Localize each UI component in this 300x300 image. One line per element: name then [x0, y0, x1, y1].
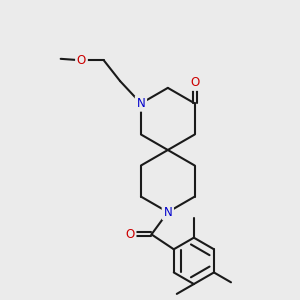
Text: N: N [136, 97, 145, 110]
Text: N: N [164, 206, 172, 219]
Text: O: O [125, 228, 135, 241]
Text: O: O [77, 54, 86, 67]
Text: O: O [190, 76, 200, 89]
